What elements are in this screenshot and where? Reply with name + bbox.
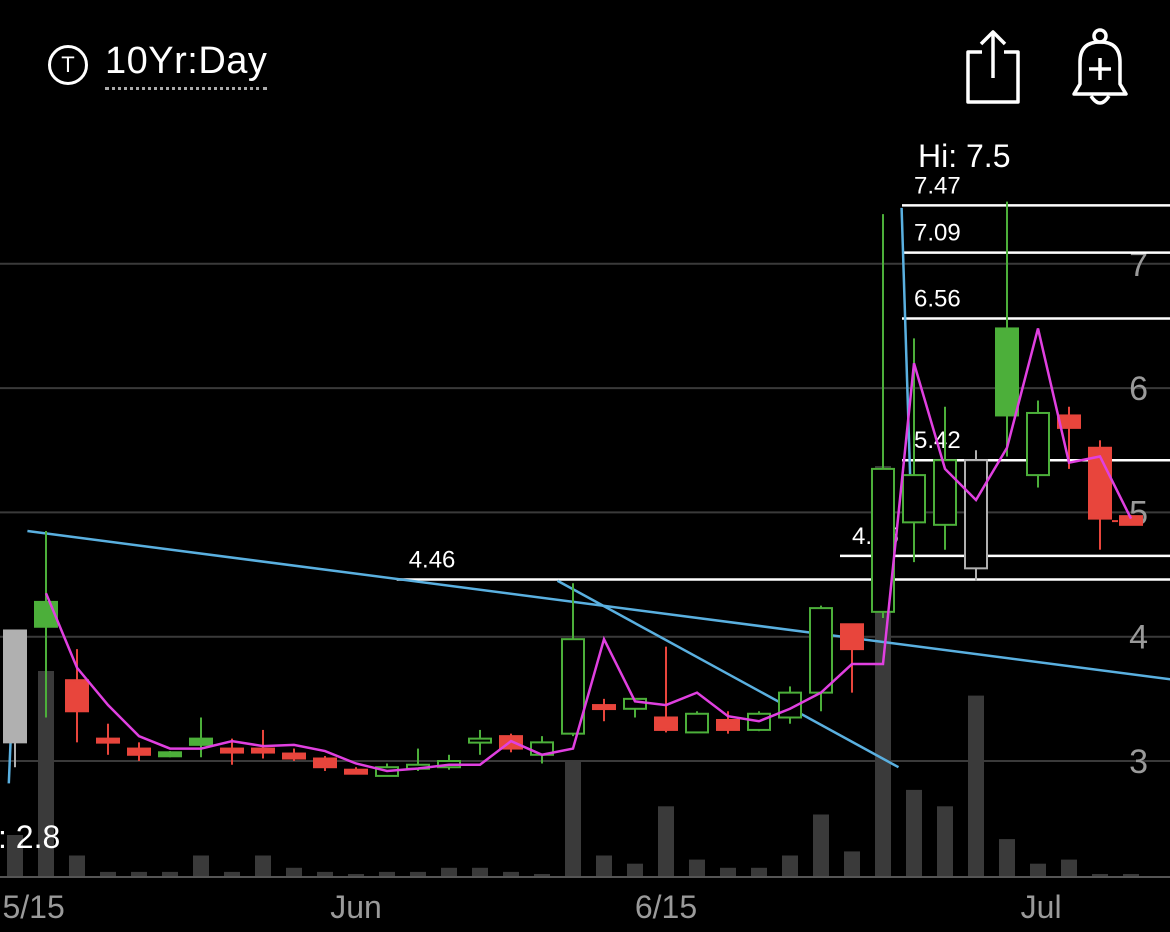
volume-bar	[968, 695, 984, 876]
volume-bar	[7, 835, 23, 876]
volume-bar	[379, 871, 395, 876]
ticker-icon[interactable]: T	[48, 45, 88, 85]
volume-bar	[813, 814, 829, 876]
trendline	[556, 579, 900, 769]
bell-plus-icon[interactable]	[1064, 20, 1144, 115]
candle-body	[96, 737, 120, 744]
volume-bar	[503, 871, 519, 876]
volume-bar	[100, 871, 116, 876]
volume-bar	[844, 851, 860, 876]
candle-body	[840, 623, 864, 651]
volume-bar	[255, 855, 271, 876]
candle-body	[1057, 414, 1081, 429]
y-tick-label: 6	[1129, 370, 1148, 408]
volume-bar	[627, 863, 643, 876]
candle-body	[561, 638, 585, 735]
volume-bar	[658, 806, 674, 876]
level-label: 7.09	[914, 220, 961, 247]
volume-bar	[906, 789, 922, 876]
candle-body	[468, 737, 492, 744]
y-tick-label: 4	[1129, 619, 1148, 657]
level-label: 7.47	[914, 172, 961, 199]
moving-average-line	[44, 328, 1133, 773]
volume-bar	[596, 855, 612, 876]
trendline	[900, 207, 913, 501]
volume-bar	[1061, 859, 1077, 876]
candle-body	[964, 459, 988, 570]
volume-bar	[348, 874, 364, 876]
share-icon[interactable]	[960, 20, 1030, 115]
x-tick-label: Jun	[330, 889, 382, 925]
candle-body	[995, 327, 1019, 417]
volume-bar	[1030, 863, 1046, 876]
candle-body	[933, 459, 957, 526]
x-tick-label: Jul	[1021, 889, 1062, 925]
volume-bar	[1092, 874, 1108, 876]
volume-bar	[751, 867, 767, 876]
candle-body	[313, 757, 337, 769]
x-tick-label: 6/15	[635, 889, 697, 925]
candle-body	[871, 467, 895, 613]
candle-body	[282, 752, 306, 760]
candle-body	[1026, 411, 1050, 477]
x-tick-label: 5/15	[2, 889, 64, 925]
volume-bar	[999, 839, 1015, 876]
candle-body	[809, 607, 833, 694]
volume-bar	[317, 871, 333, 876]
volume-bar	[782, 855, 798, 876]
volume-bar	[937, 806, 953, 876]
candle-body	[127, 747, 151, 756]
volume-bar	[565, 761, 581, 876]
volume-bar	[534, 874, 550, 876]
candle-body	[344, 768, 368, 775]
lo-label: : 2.8	[0, 819, 60, 855]
level-label: 4.46	[409, 547, 456, 574]
y-tick-label: 3	[1129, 743, 1148, 781]
volume-bar	[472, 867, 488, 876]
candle-body	[592, 704, 616, 711]
volume-bar	[193, 855, 209, 876]
candle-body	[654, 716, 678, 731]
y-tick-label: 5	[1129, 494, 1148, 532]
volume-bar	[720, 867, 736, 876]
candle-body	[65, 679, 89, 713]
volume-bar	[441, 867, 457, 876]
candle-body	[902, 474, 926, 524]
level-label: 6.56	[914, 285, 961, 312]
chart-header: T 10Yr:Day	[0, 0, 1170, 120]
volume-bar	[69, 855, 85, 876]
volume-bar	[1123, 874, 1139, 876]
candle-body	[220, 747, 244, 754]
volume-bar	[38, 671, 54, 876]
hi-label: Hi: 7.5	[918, 138, 1010, 174]
candle-body	[685, 712, 709, 734]
candle-body	[3, 629, 27, 744]
y-tick-label: 7	[1129, 246, 1148, 284]
candle-body	[716, 718, 740, 731]
volume-bar	[131, 871, 147, 876]
candle-body	[189, 737, 213, 746]
volume-bar	[410, 871, 426, 876]
volume-bar	[224, 871, 240, 876]
volume-bar	[689, 859, 705, 876]
volume-bar	[162, 871, 178, 876]
candle-body	[158, 751, 182, 758]
timeframe-selector[interactable]: 10Yr:Day	[105, 40, 268, 90]
volume-bar	[286, 867, 302, 876]
candle-body	[251, 747, 275, 754]
